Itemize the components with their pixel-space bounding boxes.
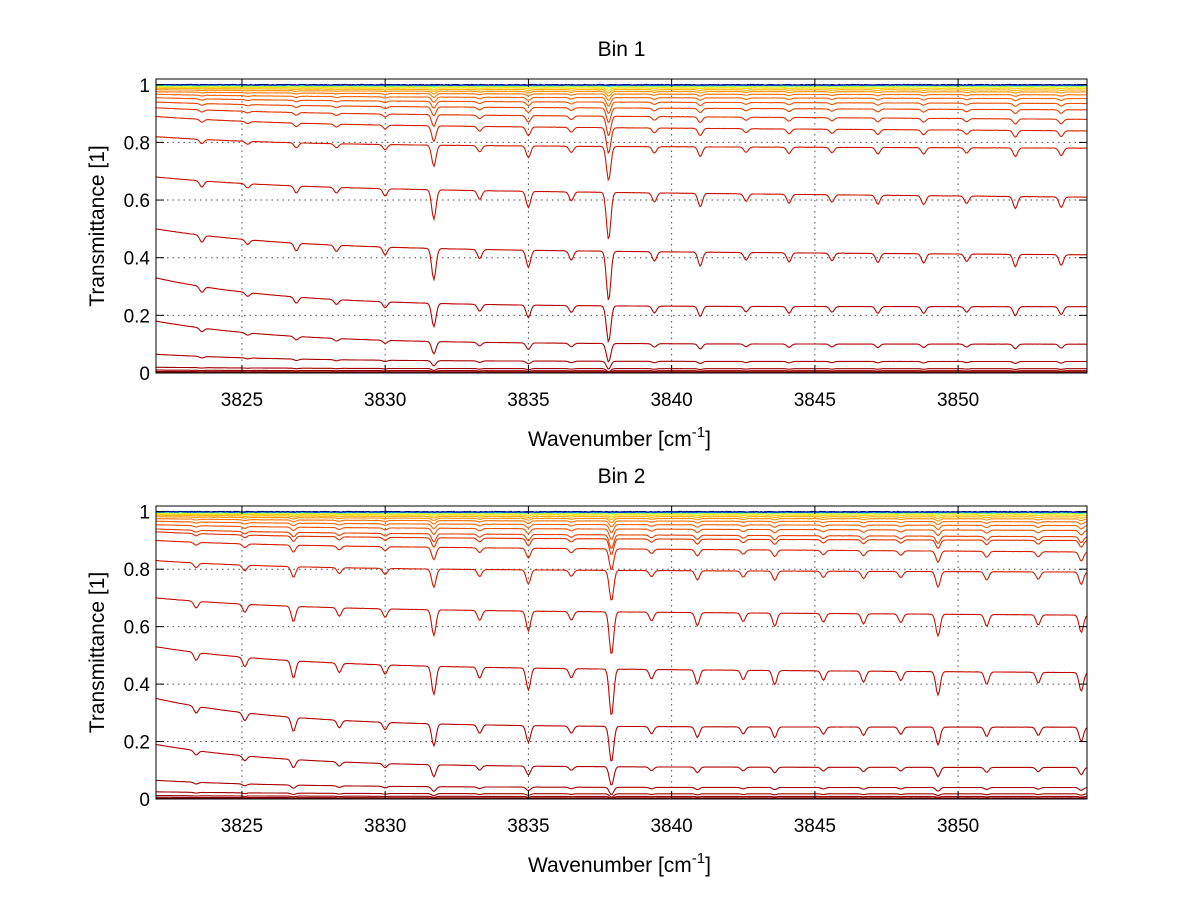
- series-line-c20: [156, 353, 1087, 370]
- series-line-c11: [156, 97, 1087, 115]
- plot-area: [156, 506, 1087, 799]
- x-tick-label: 3840: [650, 390, 692, 411]
- chart-panel-1: 3825 3830 3835 3840 3845 3850 0 0.2 0.4 0.6 0.8 1 Bi…: [86, 38, 1088, 451]
- x-axis-label: Wavenumber [cm-1]: [528, 850, 711, 877]
- x-tick-label: 3850: [937, 816, 979, 837]
- series-line-c14: [156, 539, 1087, 571]
- series-line-c1: [156, 83, 1087, 86]
- series-line-c6: [156, 86, 1087, 91]
- series-line-c21: [156, 366, 1087, 373]
- x-tick-label: 3835: [507, 816, 549, 837]
- axes-frame: [155, 505, 1088, 800]
- series-line-c5: [156, 85, 1087, 89]
- series-group: [156, 83, 1087, 373]
- y-tick-label: 0: [139, 364, 150, 385]
- series-line-c21: [156, 791, 1087, 798]
- chart-panel-2: 3825 3830 3835 3840 3845 3850 0 0.2 0.4 0.6 0.8 1 Bi…: [86, 465, 1088, 877]
- x-axis-label: Wavenumber [cm-1]: [528, 424, 711, 451]
- x-tick-label: 3835: [507, 390, 549, 411]
- series-line-c12: [156, 528, 1087, 549]
- series-line-c9: [156, 91, 1087, 101]
- series-line-c10: [156, 93, 1087, 107]
- x-tick-label: 3850: [937, 390, 979, 411]
- series-line-c18: [156, 277, 1087, 344]
- series-line-c17: [156, 646, 1087, 716]
- series-line-c17: [156, 228, 1087, 301]
- y-axis-label: Transmittance [1]: [86, 572, 109, 733]
- y-tick-label: 0.6: [124, 618, 150, 639]
- axes-frame: [155, 78, 1088, 374]
- x-tick-label: 3845: [794, 816, 836, 837]
- series-line-c15: [156, 136, 1087, 182]
- x-tick-label: 3830: [364, 390, 406, 411]
- series-line-c22: [156, 795, 1087, 799]
- chart-title: Bin 2: [598, 465, 646, 488]
- x-tick-label: 3825: [221, 390, 263, 411]
- series-line-c13: [156, 107, 1087, 137]
- chart-title: Bin 1: [598, 38, 646, 61]
- y-tick-label: 0.4: [124, 249, 151, 270]
- series-line-c10: [156, 520, 1087, 533]
- y-tick-label: 0.2: [124, 306, 150, 327]
- y-tick-label: 0.8: [124, 560, 150, 581]
- series-line-c16: [156, 176, 1087, 240]
- x-tick-label: 3830: [364, 816, 406, 837]
- x-tick-label: 3845: [794, 390, 836, 411]
- y-tick-label: 1: [139, 76, 150, 97]
- series-line-c23: [156, 371, 1087, 373]
- y-tick-label: 0.8: [124, 133, 150, 154]
- series-line-c20: [156, 779, 1087, 795]
- series-line-c13: [156, 531, 1087, 556]
- y-tick-label: 0.4: [124, 675, 151, 696]
- series-line-c14: [156, 115, 1087, 155]
- series-line-c7: [156, 87, 1087, 94]
- series-line-c19: [156, 320, 1087, 363]
- y-tick-label: 0: [139, 790, 150, 811]
- series-line-c16: [156, 597, 1087, 654]
- series-line-c9: [156, 518, 1087, 528]
- series-line-c11: [156, 524, 1087, 540]
- y-tick-label: 0.2: [124, 733, 150, 754]
- plot-area: [156, 79, 1087, 373]
- series-line-c6: [156, 513, 1087, 518]
- series-line-c7: [156, 514, 1087, 521]
- x-tick-label: 3825: [221, 816, 263, 837]
- series-line-c22: [156, 369, 1087, 373]
- series-line-c23: [156, 796, 1087, 799]
- series-line-c1: [156, 510, 1087, 513]
- series-line-c15: [156, 560, 1087, 601]
- series-line-c19: [156, 743, 1087, 786]
- series-line-c8: [156, 88, 1087, 97]
- x-tick-label: 3840: [650, 816, 692, 837]
- y-axis-label: Transmittance [1]: [86, 145, 109, 306]
- series-line-c12: [156, 101, 1087, 124]
- series-line-c8: [156, 516, 1087, 524]
- y-tick-label: 0.6: [124, 191, 150, 212]
- y-tick-label: 1: [139, 503, 150, 524]
- series-line-c18: [156, 697, 1087, 762]
